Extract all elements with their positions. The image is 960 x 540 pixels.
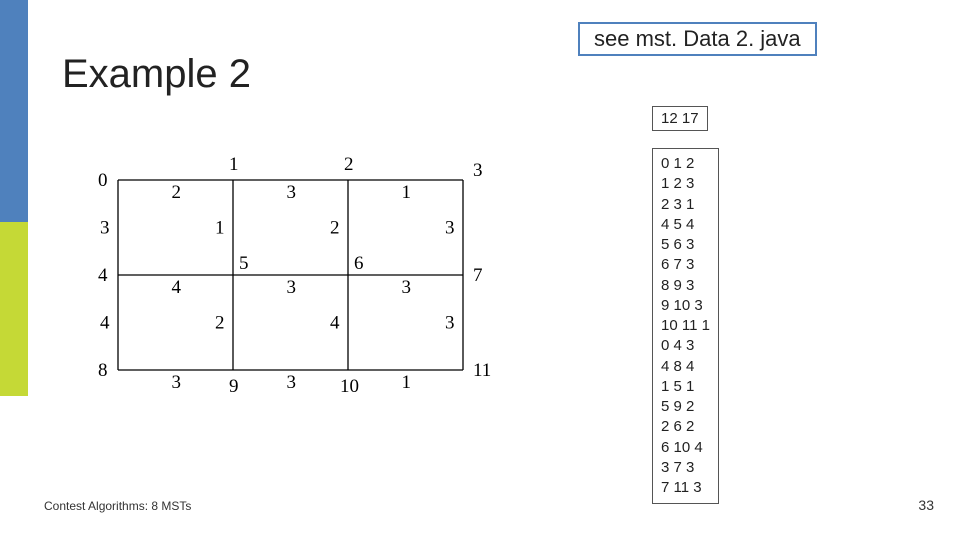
svg-text:3: 3 [473, 160, 483, 181]
svg-text:10: 10 [340, 376, 359, 397]
svg-text:4: 4 [100, 313, 110, 334]
svg-text:1: 1 [215, 218, 225, 239]
svg-text:4: 4 [330, 313, 340, 334]
svg-text:2: 2 [215, 313, 225, 334]
svg-text:1: 1 [402, 372, 412, 393]
edge-data-box: 0 1 2 1 2 3 2 3 1 4 5 4 5 6 3 6 7 3 8 9 … [652, 148, 719, 504]
svg-text:2: 2 [330, 218, 340, 239]
graph-header-box: 12 17 [652, 106, 708, 131]
svg-text:11: 11 [473, 360, 491, 381]
reference-box: see mst. Data 2. java [578, 22, 817, 56]
svg-text:3: 3 [172, 372, 182, 393]
svg-text:4: 4 [98, 265, 108, 286]
svg-text:0: 0 [98, 170, 108, 191]
svg-text:3: 3 [100, 218, 110, 239]
svg-text:3: 3 [287, 182, 297, 203]
svg-text:3: 3 [287, 277, 297, 298]
svg-text:2: 2 [344, 154, 354, 175]
svg-text:2: 2 [172, 182, 182, 203]
page-number: 33 [918, 497, 934, 513]
svg-text:3: 3 [445, 218, 455, 239]
svg-text:6: 6 [354, 253, 364, 274]
svg-text:5: 5 [239, 253, 249, 274]
accent-bar-olive [0, 222, 28, 396]
graph-diagram: 2 3 1 4 3 3 3 3 1 3 4 1 2 2 4 3 3 0 1 2 3 4 5 6 7 8 9 10 11 [68, 140, 512, 400]
svg-text:9: 9 [229, 376, 239, 397]
svg-text:3: 3 [402, 277, 412, 298]
svg-text:1: 1 [402, 182, 412, 203]
svg-text:1: 1 [229, 154, 239, 175]
svg-text:3: 3 [445, 313, 455, 334]
svg-text:4: 4 [172, 277, 182, 298]
svg-text:3: 3 [287, 372, 297, 393]
slide-title: Example 2 [62, 52, 251, 97]
svg-text:8: 8 [98, 360, 108, 381]
accent-bar-blue [0, 0, 28, 222]
svg-text:7: 7 [473, 265, 483, 286]
footer-text: Contest Algorithms: 8 MSTs [44, 499, 191, 513]
